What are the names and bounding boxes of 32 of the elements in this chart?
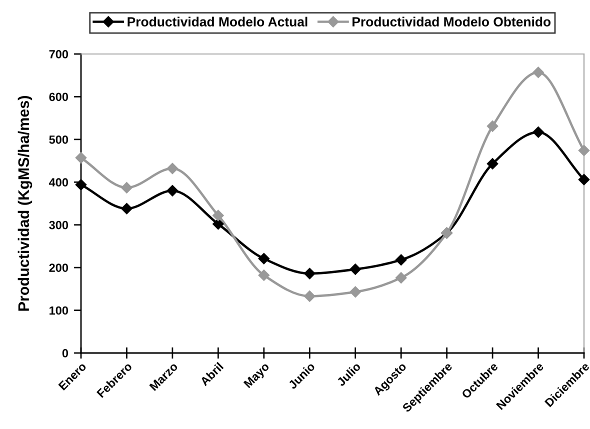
y-tick-label: 0 [62, 349, 68, 358]
y-tick-label: 300 [49, 220, 68, 230]
point [395, 254, 407, 266]
point [212, 218, 224, 230]
point [532, 66, 544, 78]
y-tick-label: 700 [49, 50, 68, 58]
point [258, 252, 270, 264]
point [532, 126, 544, 138]
point [395, 272, 407, 284]
y-tick-label: 400 [48, 178, 68, 187]
point [350, 264, 361, 275]
point [121, 182, 132, 194]
point [75, 152, 87, 164]
legend-label: Productividad Modelo Obtenido [352, 16, 551, 27]
point [350, 286, 361, 298]
y-tick-label: 200 [49, 264, 68, 272]
point [166, 162, 178, 174]
point [121, 203, 132, 214]
point [578, 174, 590, 186]
y-tick-label: 600 [49, 92, 68, 102]
y-tick-label: 100 [50, 306, 68, 315]
point [304, 290, 316, 302]
point [486, 120, 498, 132]
point [166, 185, 178, 196]
point [258, 270, 270, 281]
point [578, 144, 590, 156]
legend-label: Productividad Modelo Actual [128, 16, 308, 27]
point [304, 268, 316, 280]
y-axis-title: Productividad (KgMS/ha/mes) [18, 96, 32, 311]
point [212, 210, 224, 222]
point [486, 158, 498, 170]
y-tick-label: 500 [49, 135, 68, 144]
